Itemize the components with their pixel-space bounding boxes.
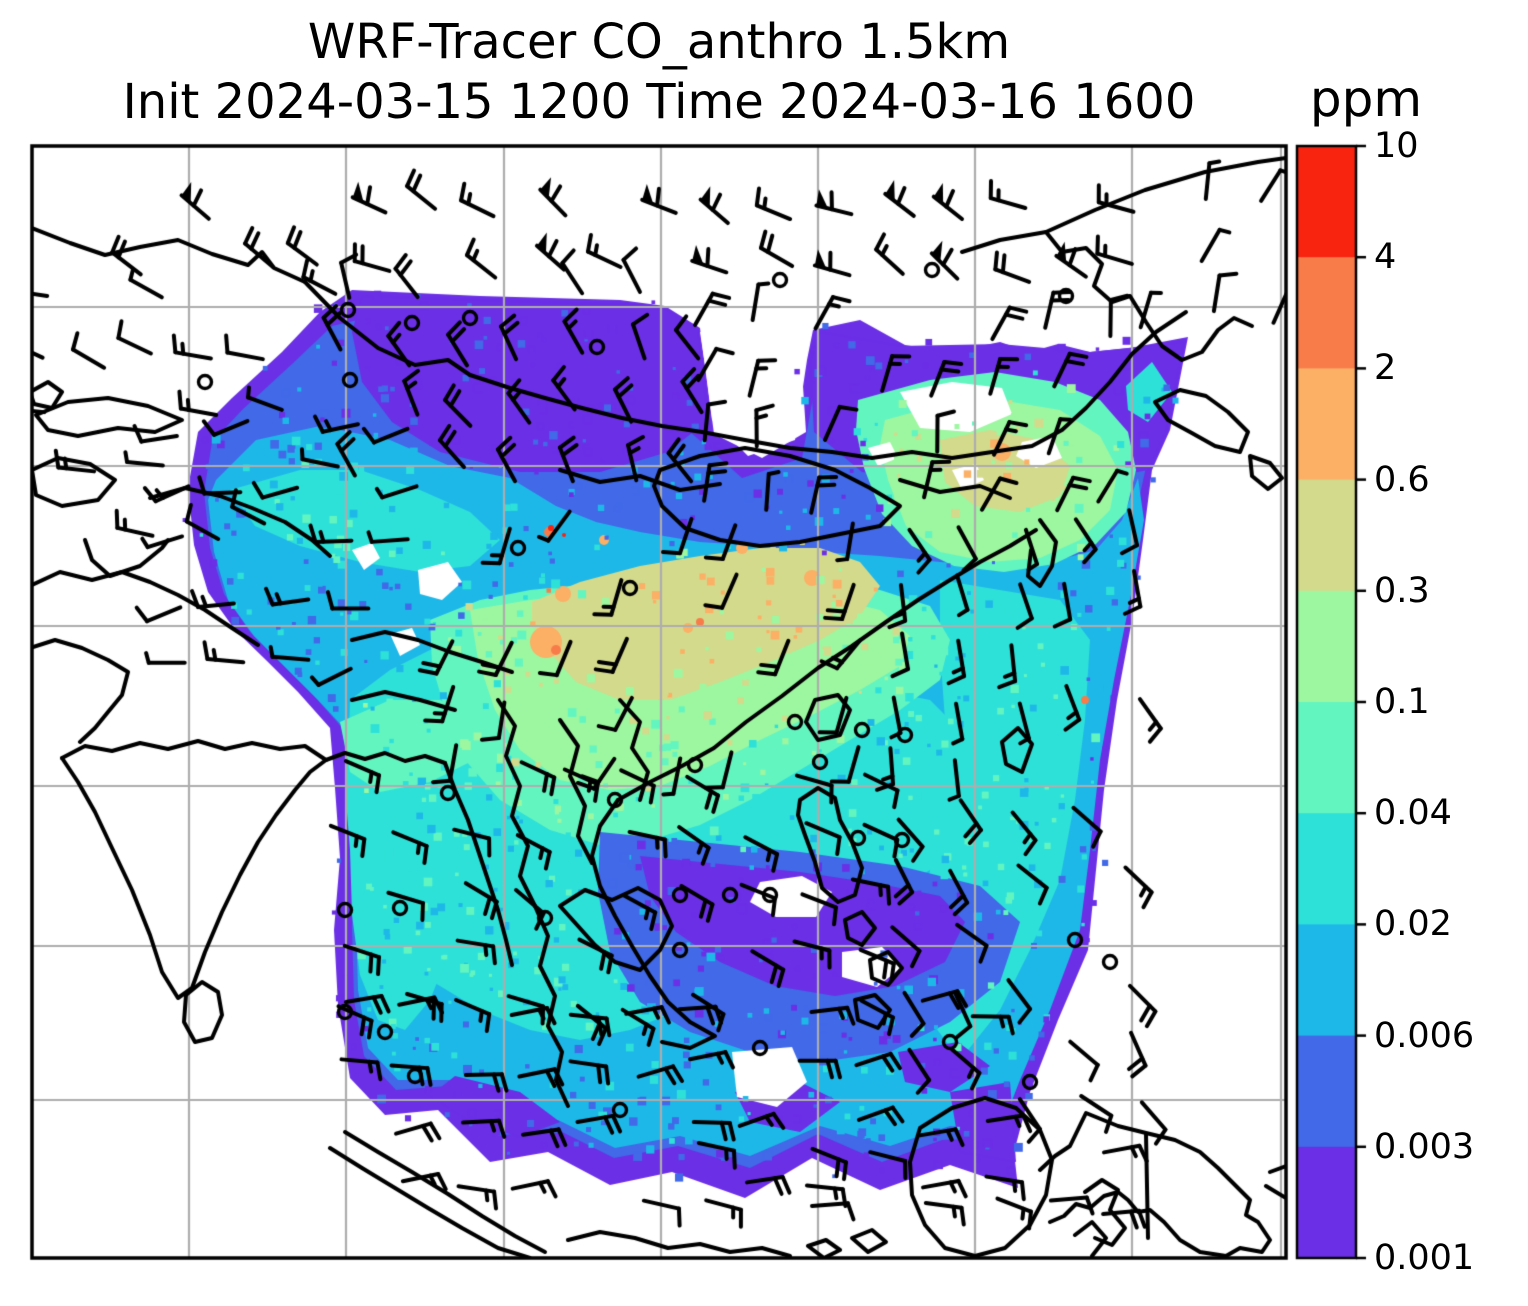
colorbar-tick-label: 0.001 [1374, 1238, 1475, 1278]
colorbar-tick-label: 4 [1374, 237, 1397, 278]
colorbar-tick-label: 0.02 [1374, 904, 1452, 945]
colorbar-tick-label: 0.3 [1374, 570, 1430, 611]
colorbar-tick-label: 0.1 [1374, 682, 1430, 722]
plot-title-line1: WRF-Tracer CO_anthro 1.5km [307, 14, 1011, 70]
plot-title-line2: Init 2024-03-15 1200 Time 2024-03-16 160… [122, 74, 1196, 130]
colorbar-tick-label: 0.006 [1374, 1015, 1475, 1056]
colorbar-units-label: ppm [1309, 70, 1423, 128]
colorbar-tick-label: 0.003 [1374, 1126, 1475, 1167]
colorbar-tick-label: 0.04 [1374, 793, 1452, 834]
colorbar-tick-label: 10 [1374, 126, 1419, 166]
colorbar-tick-label: 2 [1374, 348, 1397, 389]
colorbar-tick-label: 0.6 [1374, 459, 1430, 500]
